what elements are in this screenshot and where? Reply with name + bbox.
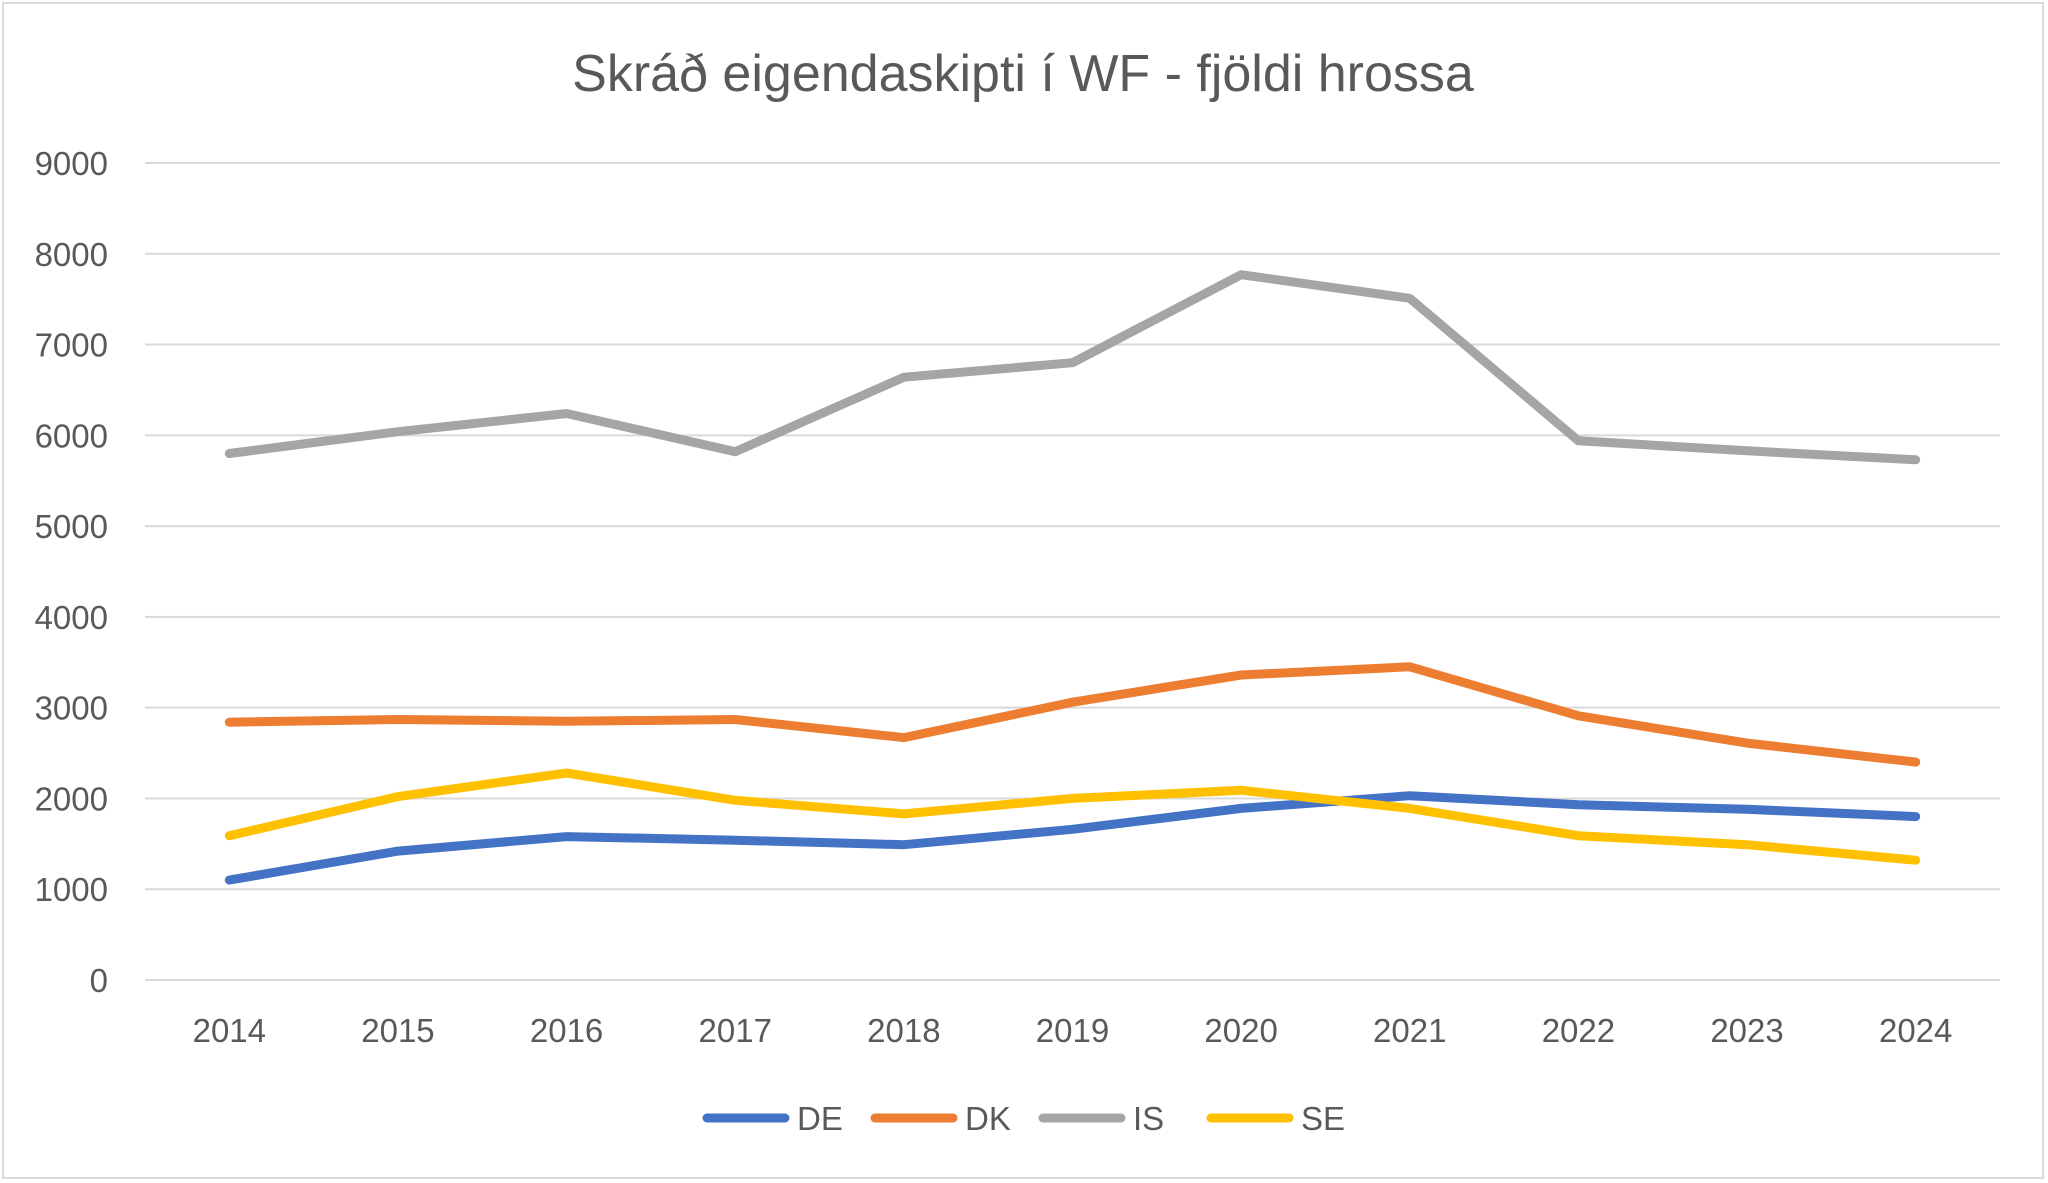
legend-item-is: IS (1038, 1100, 1164, 1137)
x-tick-label: 2024 (1879, 1012, 1952, 1049)
x-tick-label: 2019 (1036, 1012, 1109, 1049)
y-tick-label: 7000 (35, 327, 108, 364)
chart-title: Skráð eigendaskipti í WF - fjöldi hrossa (572, 45, 1474, 103)
legend-label: SE (1301, 1100, 1345, 1137)
x-tick-label: 2021 (1373, 1012, 1446, 1049)
legend-item-de: DE (702, 1100, 843, 1137)
x-tick-label: 2022 (1542, 1012, 1615, 1049)
y-tick-label: 8000 (35, 236, 108, 273)
y-tick-label: 9000 (35, 145, 108, 182)
x-tick-label: 2015 (361, 1012, 434, 1049)
x-axis-tick-labels: 2014 2015 2016 2017 2018 2019 2020 2021 2022 2023… (193, 1012, 1953, 1049)
y-tick-label: 5000 (35, 508, 108, 545)
y-tick-label: 6000 (35, 417, 108, 454)
y-axis-tick-labels: 0 1000 2000 3000 4000 5000 6000 7000 8000 9000 (35, 145, 108, 999)
y-tick-label: 3000 (35, 690, 108, 727)
y-tick-label: 2000 (35, 780, 108, 817)
legend-label: DK (965, 1100, 1011, 1137)
series-lines (224, 270, 1921, 885)
x-tick-label: 2016 (530, 1012, 603, 1049)
x-tick-label: 2023 (1710, 1012, 1783, 1049)
series-line-is (224, 270, 1921, 465)
legend: DE DK IS SE (702, 1100, 1345, 1137)
series-line-dk (224, 662, 1921, 767)
gridlines (145, 162, 2000, 981)
y-tick-label: 4000 (35, 599, 108, 636)
series-line-se (224, 768, 1921, 865)
legend-label: DE (797, 1100, 843, 1137)
y-tick-label: 0 (90, 962, 108, 999)
legend-label: IS (1133, 1100, 1164, 1137)
y-tick-label: 1000 (35, 871, 108, 908)
x-tick-label: 2017 (699, 1012, 772, 1049)
x-tick-label: 2014 (193, 1012, 266, 1049)
series-line-de (224, 791, 1921, 885)
legend-item-se: SE (1206, 1100, 1345, 1137)
x-tick-label: 2018 (867, 1012, 940, 1049)
x-tick-label: 2020 (1204, 1012, 1277, 1049)
legend-item-dk: DK (870, 1100, 1011, 1137)
